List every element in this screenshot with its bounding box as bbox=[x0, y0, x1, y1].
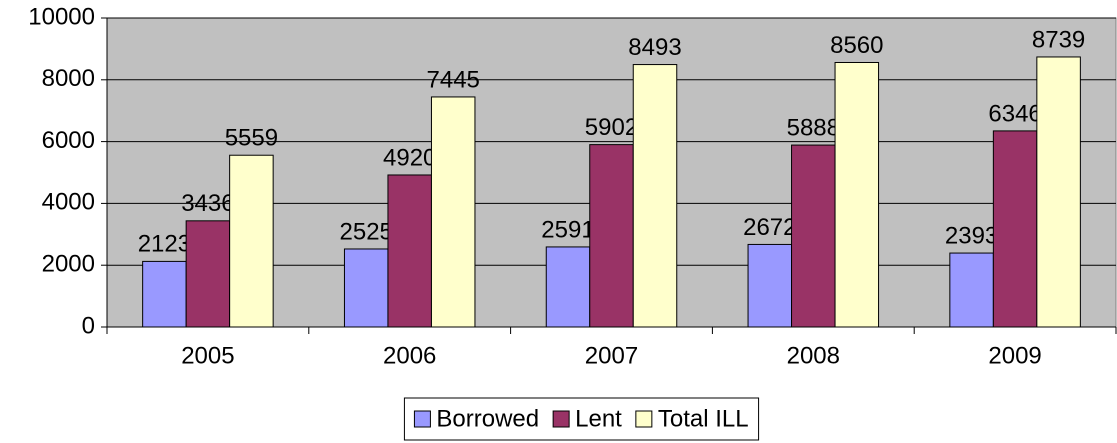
bar bbox=[387, 174, 432, 328]
bar bbox=[185, 220, 231, 328]
data-label: 8493 bbox=[628, 34, 681, 61]
x-tick-label: 2008 bbox=[787, 342, 840, 369]
data-label: 2591 bbox=[541, 216, 594, 243]
bar bbox=[949, 252, 994, 328]
bar bbox=[747, 243, 793, 328]
bar bbox=[589, 144, 634, 328]
x-tick-label: 2005 bbox=[181, 342, 234, 369]
bar bbox=[791, 144, 836, 328]
bar bbox=[632, 64, 678, 328]
bar bbox=[992, 130, 1038, 328]
legend-swatch bbox=[635, 410, 653, 428]
data-label: 6346 bbox=[988, 100, 1041, 127]
data-label: 2393 bbox=[945, 222, 998, 249]
data-label: 2672 bbox=[743, 214, 796, 241]
y-tick-label: 10000 bbox=[28, 3, 95, 30]
data-label: 2525 bbox=[340, 218, 393, 245]
y-tick-label: 0 bbox=[82, 312, 95, 339]
legend bbox=[403, 397, 760, 441]
bar bbox=[430, 96, 476, 328]
y-tick-label: 6000 bbox=[42, 127, 95, 154]
data-label: 8560 bbox=[830, 32, 883, 59]
data-label: 5902 bbox=[585, 114, 638, 141]
data-label: 8739 bbox=[1032, 26, 1085, 53]
x-tick-label: 2009 bbox=[988, 342, 1041, 369]
data-label: 5888 bbox=[787, 114, 840, 141]
bar bbox=[834, 61, 880, 328]
x-tick-label: 2006 bbox=[383, 342, 436, 369]
legend-label: Borrowed bbox=[436, 405, 539, 432]
data-label: 7445 bbox=[427, 66, 480, 93]
data-label: 4920 bbox=[383, 144, 436, 171]
bar bbox=[229, 154, 274, 328]
legend-label: Total ILL bbox=[658, 405, 749, 432]
data-label: 5559 bbox=[225, 125, 278, 152]
y-tick-label: 2000 bbox=[42, 251, 95, 278]
x-tick-label: 2007 bbox=[585, 342, 638, 369]
data-label: 3436 bbox=[181, 190, 234, 217]
bar bbox=[1036, 56, 1081, 328]
legend-swatch bbox=[413, 410, 431, 428]
y-tick-label: 8000 bbox=[42, 65, 95, 92]
data-label: 2123 bbox=[138, 231, 191, 258]
bar bbox=[142, 260, 187, 328]
bar bbox=[545, 246, 591, 328]
y-tick-label: 4000 bbox=[42, 189, 95, 216]
bar bbox=[343, 248, 389, 328]
legend-label: Lent bbox=[575, 405, 622, 432]
legend-swatch bbox=[552, 410, 570, 428]
